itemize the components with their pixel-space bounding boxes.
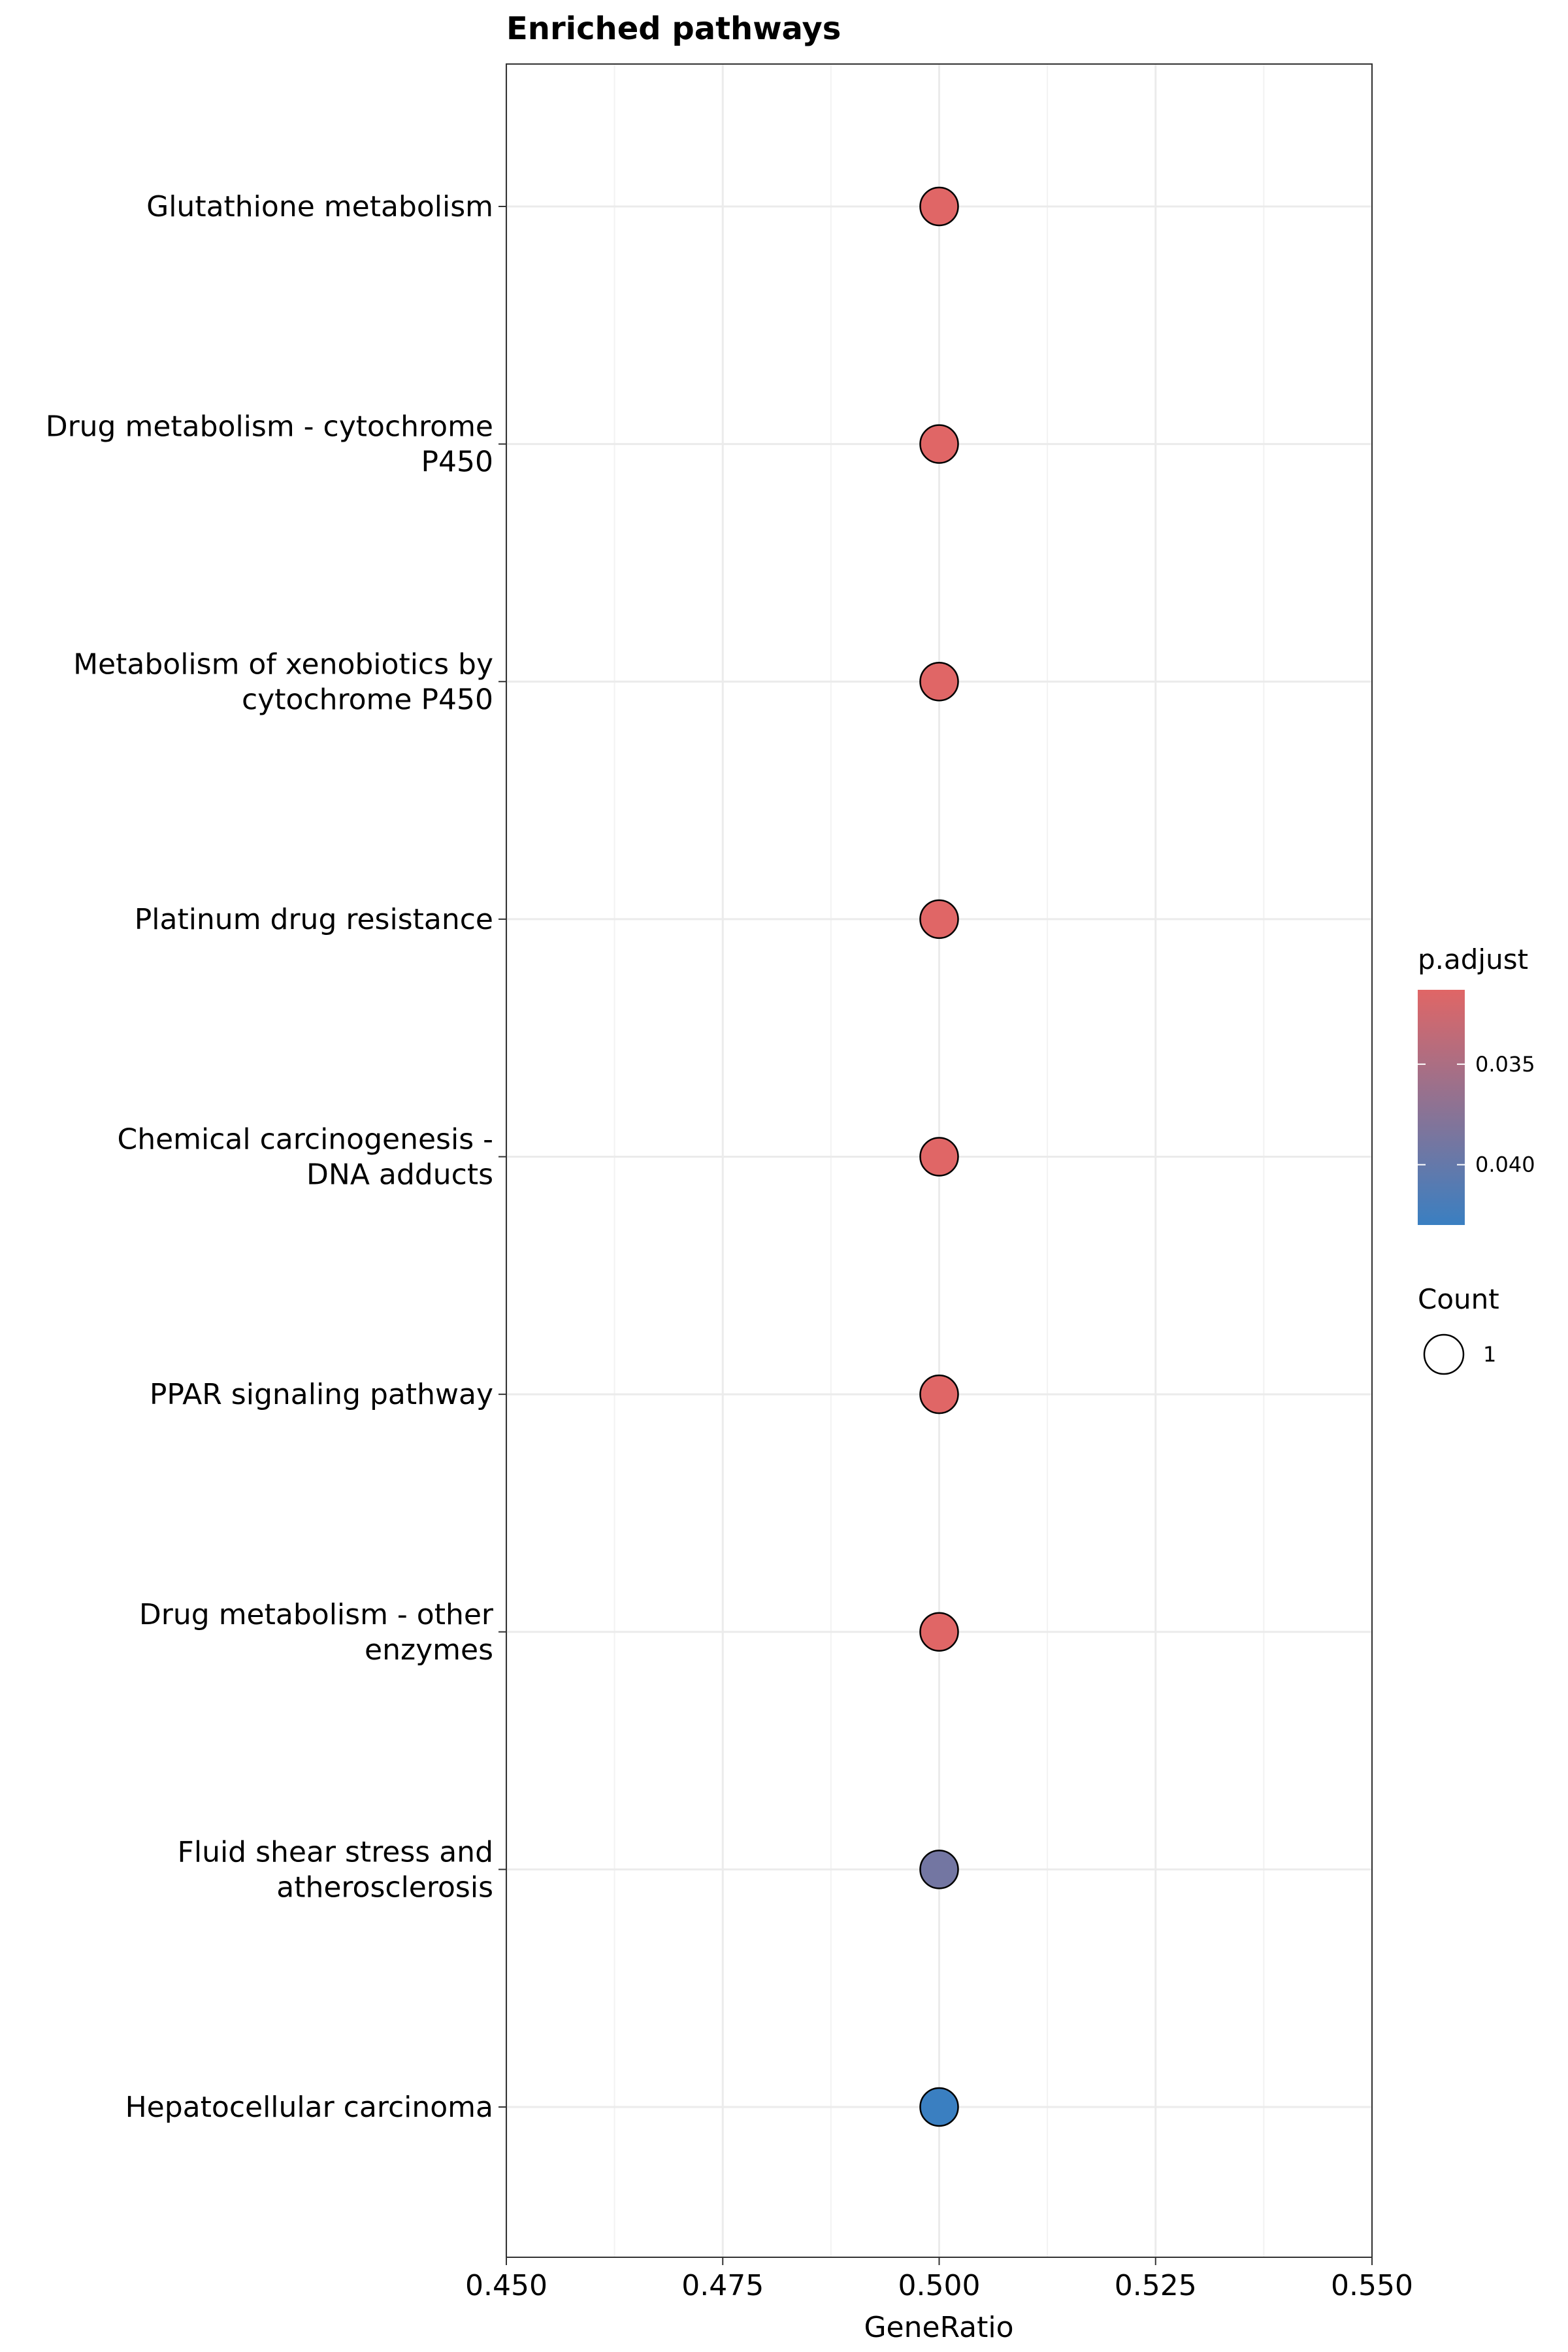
y-tick-label: P450	[421, 446, 493, 479]
color-bar-tick-label: 0.040	[1475, 1152, 1535, 1177]
y-axis: Glutathione metabolism Drug metabolism - …	[46, 190, 506, 2124]
x-tick-label: 0.525	[1115, 2269, 1197, 2302]
y-tick-label: Hepatocellular carcinoma	[125, 2091, 493, 2124]
x-tick-label: 0.450	[465, 2269, 547, 2302]
color-legend-title: p.adjust	[1418, 943, 1528, 975]
data-point	[919, 1374, 959, 1414]
data-point	[919, 1612, 959, 1652]
size-legend-circle	[1423, 1333, 1465, 1375]
y-tick-label: Metabolism of xenobiotics by	[73, 647, 493, 681]
size-legend: Count 1	[1418, 1283, 1499, 1375]
y-tick-label: Drug metabolism - other	[139, 1598, 494, 1631]
y-tick-label: DNA adducts	[306, 1158, 493, 1192]
data-point	[919, 1850, 959, 1889]
y-tick-label: Glutathione metabolism	[146, 190, 493, 223]
data-points	[919, 186, 959, 2127]
y-tick-label: cytochrome P450	[242, 683, 493, 716]
y-tick-label: atherosclerosis	[276, 1870, 493, 1904]
y-tick-label: PPAR signaling pathway	[150, 1378, 493, 1411]
x-tick-label: 0.475	[681, 2269, 764, 2302]
color-bar-ticks: 0.035 0.040	[1418, 1052, 1535, 1177]
y-tick-label: Drug metabolism - cytochrome	[46, 410, 493, 444]
y-tick-label: enzymes	[365, 1633, 493, 1667]
x-tick-label: 0.550	[1331, 2269, 1413, 2302]
y-tick-label: Platinum drug resistance	[135, 903, 493, 936]
x-axis: 0.450 0.475 0.500 0.525 0.550	[465, 2257, 1413, 2302]
data-point	[919, 662, 959, 702]
data-point	[919, 899, 959, 939]
size-legend-title: Count	[1418, 1283, 1499, 1315]
x-axis-title: GeneRatio	[864, 2311, 1013, 2344]
y-tick-label: Chemical carcinogenesis -	[117, 1123, 493, 1156]
data-point	[919, 1137, 959, 1177]
chart-title: Enriched pathways	[506, 10, 841, 47]
size-legend-label: 1	[1483, 1342, 1496, 1367]
x-tick-label: 0.500	[898, 2269, 981, 2302]
data-point	[919, 424, 959, 464]
color-bar	[1418, 990, 1465, 1225]
color-legend: p.adjust 0.035 0.040	[1418, 943, 1535, 1225]
data-point	[919, 186, 959, 227]
color-bar-tick-label: 0.035	[1475, 1052, 1535, 1077]
data-point	[919, 2087, 959, 2127]
y-tick-label: Fluid shear stress and	[178, 1835, 493, 1869]
